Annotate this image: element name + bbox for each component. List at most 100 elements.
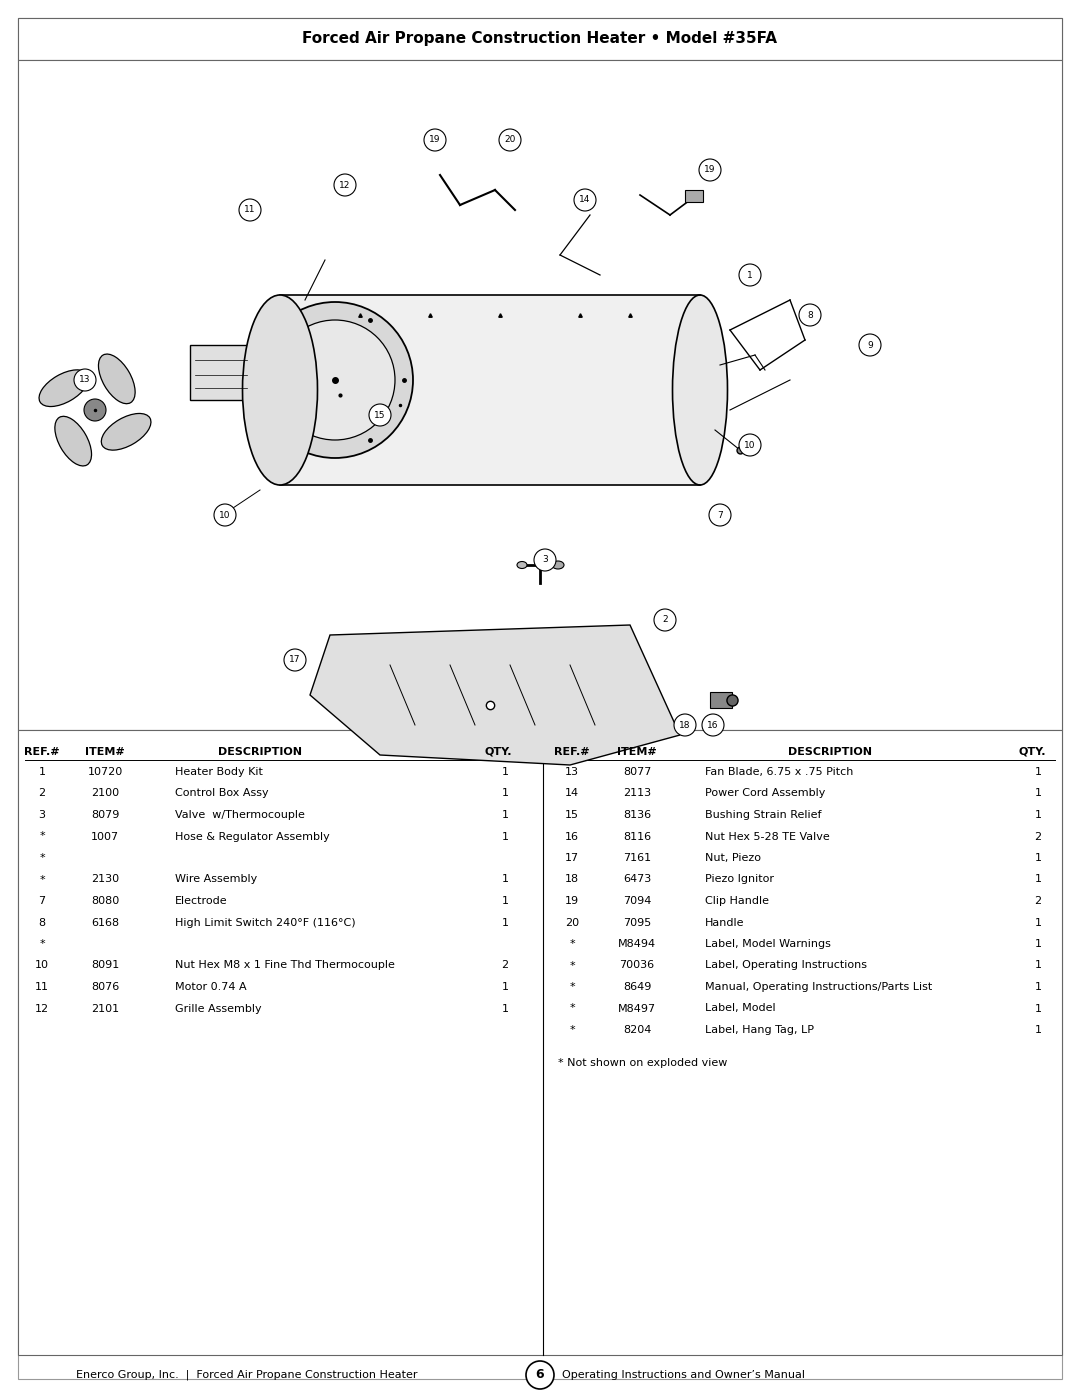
Text: Label, Hang Tag, LP: Label, Hang Tag, LP xyxy=(705,1025,814,1035)
Text: 3: 3 xyxy=(39,810,45,820)
Text: M8497: M8497 xyxy=(618,1003,656,1013)
Text: 13: 13 xyxy=(565,767,579,777)
Circle shape xyxy=(526,1361,554,1389)
Text: Nut Hex M8 x 1 Fine Thd Thermocouple: Nut Hex M8 x 1 Fine Thd Thermocouple xyxy=(175,961,395,971)
Text: 10720: 10720 xyxy=(87,767,123,777)
Circle shape xyxy=(424,129,446,151)
Text: * Not shown on exploded view: * Not shown on exploded view xyxy=(558,1059,727,1069)
Text: 7: 7 xyxy=(717,510,723,520)
Text: Heater Body Kit: Heater Body Kit xyxy=(175,767,262,777)
Text: 1: 1 xyxy=(501,982,509,992)
Text: DESCRIPTION: DESCRIPTION xyxy=(788,747,872,757)
Text: Operating Instructions and Owner’s Manual: Operating Instructions and Owner’s Manua… xyxy=(562,1370,805,1380)
Text: Electrode: Electrode xyxy=(175,895,228,907)
Circle shape xyxy=(674,714,696,736)
Circle shape xyxy=(739,264,761,286)
Text: 1: 1 xyxy=(501,875,509,884)
Text: 19: 19 xyxy=(704,165,716,175)
Text: 16: 16 xyxy=(707,721,719,729)
Text: High Limit Switch 240°F (116°C): High Limit Switch 240°F (116°C) xyxy=(175,918,355,928)
Text: 1: 1 xyxy=(39,767,45,777)
Text: 1: 1 xyxy=(1035,1003,1041,1013)
Text: 1: 1 xyxy=(747,271,753,279)
Text: *: * xyxy=(39,939,44,949)
Text: Motor 0.74 A: Motor 0.74 A xyxy=(175,982,246,992)
Text: 1: 1 xyxy=(1035,767,1041,777)
Bar xyxy=(280,295,700,485)
Text: 6168: 6168 xyxy=(91,918,119,928)
Text: REF.#: REF.# xyxy=(554,747,590,757)
Text: Nut Hex 5-28 TE Valve: Nut Hex 5-28 TE Valve xyxy=(705,831,829,841)
Text: 8: 8 xyxy=(807,310,813,320)
Text: Grille Assembly: Grille Assembly xyxy=(175,1003,261,1013)
Text: ITEM#: ITEM# xyxy=(617,747,657,757)
Text: 1: 1 xyxy=(501,918,509,928)
Text: 11: 11 xyxy=(244,205,256,215)
Text: 8091: 8091 xyxy=(91,961,119,971)
Circle shape xyxy=(334,175,356,196)
Text: 70036: 70036 xyxy=(620,961,654,971)
Text: 9: 9 xyxy=(867,341,873,349)
Text: Fan Blade, 6.75 x .75 Pitch: Fan Blade, 6.75 x .75 Pitch xyxy=(705,767,853,777)
Text: QTY.: QTY. xyxy=(1018,747,1045,757)
Text: 7161: 7161 xyxy=(623,854,651,863)
Text: 1: 1 xyxy=(501,895,509,907)
Text: 7094: 7094 xyxy=(623,895,651,907)
Text: 2100: 2100 xyxy=(91,788,119,799)
Text: Manual, Operating Instructions/Parts List: Manual, Operating Instructions/Parts Lis… xyxy=(705,982,932,992)
Text: Label, Operating Instructions: Label, Operating Instructions xyxy=(705,961,867,971)
Text: 8204: 8204 xyxy=(623,1025,651,1035)
Text: 6473: 6473 xyxy=(623,875,651,884)
Text: 18: 18 xyxy=(679,721,691,729)
Text: Bushing Strain Relief: Bushing Strain Relief xyxy=(705,810,822,820)
Circle shape xyxy=(573,189,596,211)
Text: 7: 7 xyxy=(39,895,45,907)
Text: 15: 15 xyxy=(375,411,386,419)
Text: 1: 1 xyxy=(501,767,509,777)
Text: Label, Model Warnings: Label, Model Warnings xyxy=(705,939,831,949)
Text: 10: 10 xyxy=(35,961,49,971)
Text: QTY.: QTY. xyxy=(484,747,512,757)
Text: Control Box Assy: Control Box Assy xyxy=(175,788,269,799)
Text: 17: 17 xyxy=(565,854,579,863)
Text: Handle: Handle xyxy=(705,918,744,928)
Text: *: * xyxy=(39,831,44,841)
Text: 14: 14 xyxy=(579,196,591,204)
Text: Nut, Piezo: Nut, Piezo xyxy=(705,854,761,863)
Ellipse shape xyxy=(673,295,728,485)
Bar xyxy=(190,345,252,400)
Bar xyxy=(18,60,1062,731)
Text: 12: 12 xyxy=(339,180,351,190)
Text: 1: 1 xyxy=(501,831,509,841)
Circle shape xyxy=(534,549,556,571)
Text: 1: 1 xyxy=(1035,961,1041,971)
Text: 3: 3 xyxy=(542,556,548,564)
Circle shape xyxy=(699,159,721,182)
Text: 2: 2 xyxy=(1035,831,1041,841)
Text: 17: 17 xyxy=(289,655,300,665)
Text: ITEM#: ITEM# xyxy=(85,747,125,757)
Text: *: * xyxy=(569,961,575,971)
Circle shape xyxy=(369,404,391,426)
Text: *: * xyxy=(569,939,575,949)
Text: REF.#: REF.# xyxy=(24,747,59,757)
Text: 15: 15 xyxy=(565,810,579,820)
Text: 11: 11 xyxy=(35,982,49,992)
Circle shape xyxy=(799,305,821,326)
Text: *: * xyxy=(569,1003,575,1013)
Text: Wire Assembly: Wire Assembly xyxy=(175,875,257,884)
Text: 18: 18 xyxy=(565,875,579,884)
Ellipse shape xyxy=(55,416,92,467)
Circle shape xyxy=(739,434,761,455)
Ellipse shape xyxy=(98,353,135,404)
Ellipse shape xyxy=(39,370,89,407)
Text: 7095: 7095 xyxy=(623,918,651,928)
Circle shape xyxy=(654,609,676,631)
Circle shape xyxy=(214,504,237,527)
Text: 1007: 1007 xyxy=(91,831,119,841)
Text: 2: 2 xyxy=(39,788,45,799)
Text: 19: 19 xyxy=(429,136,441,144)
Text: 2130: 2130 xyxy=(91,875,119,884)
Text: Clip Handle: Clip Handle xyxy=(705,895,769,907)
Bar xyxy=(710,692,732,708)
